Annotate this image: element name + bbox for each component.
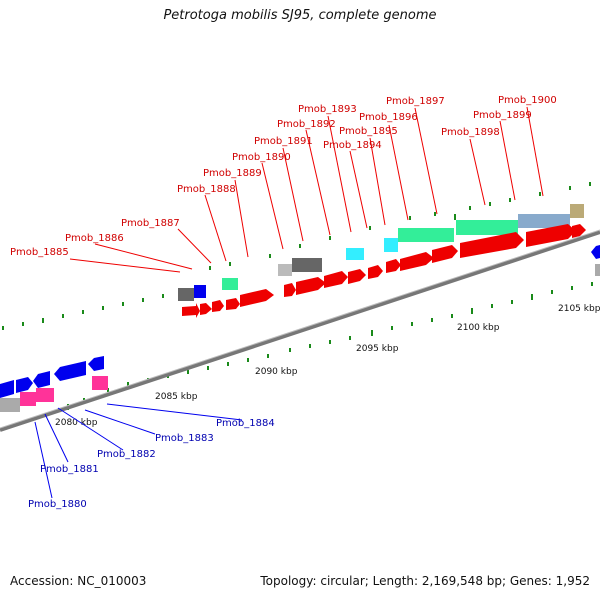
forward-cds-track: [182, 224, 586, 318]
map-title: Petrotoga mobilis SJ95, complete genome: [163, 8, 437, 23]
gene-label-pmob-1899[interactable]: Pmob_1899: [473, 110, 532, 121]
scale-label-2085: 2085 kbp: [155, 392, 198, 402]
gene-label-pmob-1894[interactable]: Pmob_1894: [323, 140, 382, 151]
gene-label-pmob-1896[interactable]: Pmob_1896: [359, 112, 418, 123]
gc-ticks-inner: [67, 282, 593, 410]
gene-label-pmob-1889[interactable]: Pmob_1889: [203, 168, 262, 179]
genome-backbone: [0, 230, 600, 432]
gene-label-pmob-1883[interactable]: Pmob_1883: [155, 433, 214, 444]
gene-label-pmob-1884[interactable]: Pmob_1884: [216, 418, 275, 429]
scale-label-2080: 2080 kbp: [55, 418, 98, 428]
gene-label-pmob-1880[interactable]: Pmob_1880: [28, 499, 87, 510]
gene-label-pmob-1893[interactable]: Pmob_1893: [298, 104, 357, 115]
gene-label-pmob-1891[interactable]: Pmob_1891: [254, 136, 313, 147]
accession-text: Accession: NC_010003: [10, 574, 147, 588]
gene-label-pmob-1890[interactable]: Pmob_1890: [232, 152, 291, 163]
gene-label-pmob-1882[interactable]: Pmob_1882: [97, 449, 156, 460]
gene-label-pmob-1887[interactable]: Pmob_1887: [121, 218, 180, 229]
gene-label-pmob-1886[interactable]: Pmob_1886: [65, 233, 124, 244]
forward-leaders: [69, 106, 544, 273]
scale-label-2100: 2100 kbp: [457, 323, 500, 333]
gene-label-pmob-1895[interactable]: Pmob_1895: [339, 126, 398, 137]
gene-label-pmob-1898[interactable]: Pmob_1898: [441, 127, 500, 138]
scale-label-2095: 2095 kbp: [356, 344, 399, 354]
gene-label-pmob-1897[interactable]: Pmob_1897: [386, 96, 445, 107]
cog-track: [178, 204, 584, 301]
gene-label-pmob-1900[interactable]: Pmob_1900: [498, 95, 557, 106]
gc-ticks-outer: [2, 182, 591, 330]
gene-label-pmob-1881[interactable]: Pmob_1881: [40, 464, 99, 475]
reverse-leaders: [34, 403, 243, 499]
scale-label-2105: 2105 kbp: [558, 304, 600, 314]
gene-label-pmob-1888[interactable]: Pmob_1888: [177, 184, 236, 195]
gene-label-pmob-1892[interactable]: Pmob_1892: [277, 119, 336, 130]
scale-label-2090: 2090 kbp: [255, 367, 298, 377]
gene-label-pmob-1885[interactable]: Pmob_1885: [10, 247, 69, 258]
genome-summary-text: Topology: circular; Length: 2,169,548 bp…: [260, 574, 590, 588]
reverse-cds-track: [0, 245, 600, 412]
